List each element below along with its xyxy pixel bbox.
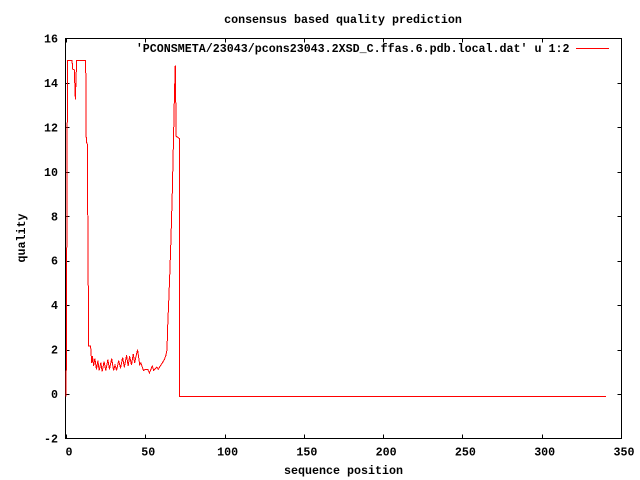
svg-text:2: 2 [51, 344, 58, 358]
svg-text:100: 100 [217, 446, 238, 460]
svg-text:250: 250 [455, 446, 476, 460]
svg-text:8: 8 [51, 210, 58, 224]
svg-text:50: 50 [141, 446, 155, 460]
svg-text:150: 150 [296, 446, 317, 460]
svg-text:6: 6 [51, 255, 58, 269]
svg-text:'PCONSMETA/23043/pcons23043.2X: 'PCONSMETA/23043/pcons23043.2XSD_C.ffas.… [136, 42, 570, 56]
svg-text:4: 4 [51, 299, 58, 313]
svg-text:10: 10 [44, 166, 58, 180]
svg-text:14: 14 [44, 77, 58, 91]
svg-text:12: 12 [44, 121, 58, 135]
svg-text:-2: -2 [44, 433, 58, 447]
svg-text:300: 300 [534, 446, 555, 460]
svg-text:sequence position: sequence position [284, 464, 403, 478]
svg-text:0: 0 [51, 388, 58, 402]
svg-text:0: 0 [66, 446, 73, 460]
svg-text:quality: quality [15, 214, 29, 263]
svg-text:350: 350 [614, 446, 635, 460]
svg-text:16: 16 [44, 33, 58, 47]
svg-text:consensus based quality predic: consensus based quality prediction [224, 13, 462, 27]
svg-text:200: 200 [376, 446, 397, 460]
